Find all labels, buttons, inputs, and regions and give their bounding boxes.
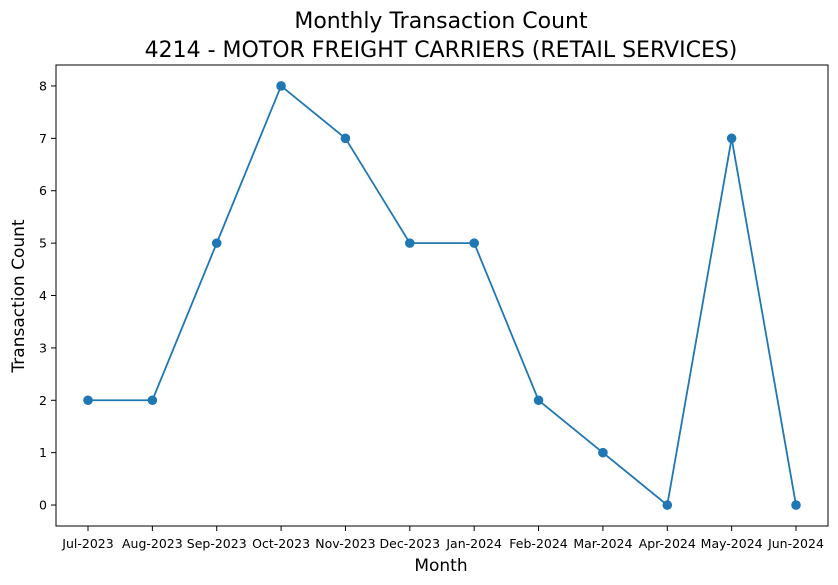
y-tick-label: 6 [39, 183, 47, 198]
data-point [83, 395, 93, 406]
y-tick-label: 8 [39, 78, 47, 93]
y-tick-label: 2 [39, 393, 47, 408]
data-point [598, 447, 608, 458]
data-point [211, 238, 222, 248]
x-tick-label: Sep-2023 [187, 536, 247, 551]
data-point [147, 395, 158, 406]
x-tick-label: Jan-2024 [445, 536, 502, 551]
data-point [533, 395, 544, 406]
plot-area: 0 1 2 3 4 5 6 7 8 Jul-2023 Aug-2023 Sep-2023 Oct-20… [39, 64, 829, 551]
data-point [276, 81, 286, 91]
y-tick-label: 0 [39, 498, 47, 513]
x-tick-label: Apr-2024 [639, 536, 696, 551]
x-tick-label: Nov-2023 [315, 536, 375, 551]
x-tick-label: Mar-2024 [573, 536, 632, 551]
x-tick-label: Oct-2023 [252, 536, 310, 551]
x-tick-label: Aug-2023 [122, 536, 183, 551]
data-point [726, 133, 737, 144]
series-points [83, 81, 801, 510]
data-point [662, 500, 673, 510]
y-tick-label: 1 [39, 445, 47, 460]
x-axis-label: Month [414, 556, 467, 576]
plot-frame [55, 64, 829, 527]
x-axis: Jul-2023 Aug-2023 Sep-2023 Oct-2023 Nov-2023… [61, 526, 824, 551]
x-tick-label: Jun-2024 [767, 536, 824, 551]
y-tick-label: 4 [39, 288, 47, 303]
chart-title: Monthly Transaction Count [294, 9, 588, 34]
data-point [340, 133, 351, 144]
x-tick-label: Feb-2024 [509, 536, 568, 551]
x-tick-label: Dec-2023 [380, 536, 441, 551]
y-axis-label: Transaction Count [9, 219, 29, 373]
series-line [88, 84, 797, 507]
y-axis: 0 1 2 3 4 5 6 7 8 [39, 78, 56, 513]
y-tick-label: 3 [39, 340, 47, 355]
y-tick-label: 5 [39, 236, 47, 251]
data-point [791, 500, 801, 510]
y-tick-label: 7 [39, 131, 47, 146]
x-tick-label: Jul-2023 [61, 536, 113, 551]
x-tick-label: May-2024 [701, 536, 763, 551]
chart-subtitle: 4214 - MOTOR FREIGHT CARRIERS (RETAIL SE… [145, 38, 738, 63]
data-point [405, 238, 415, 248]
data-point [469, 238, 479, 248]
